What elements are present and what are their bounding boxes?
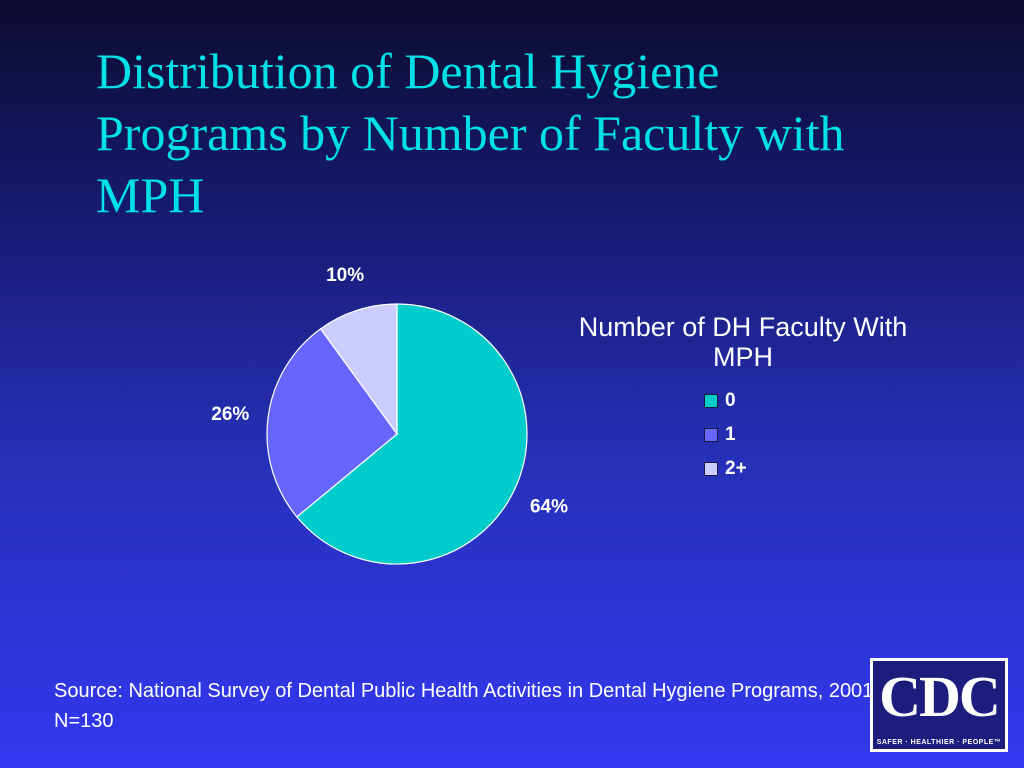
legend-items: 0 1 2+ <box>704 384 926 486</box>
pie-slice-0 <box>295 303 528 565</box>
pie-slice-1 <box>266 327 398 518</box>
slide-title: Distribution of Dental Hygiene Programs … <box>96 43 845 223</box>
legend-swatch <box>704 394 718 408</box>
chart-legend: Number of DH Faculty With MPH 0 1 2+ <box>560 312 926 486</box>
slice-label-0: 64% <box>530 497 568 518</box>
legend-swatch <box>704 428 718 442</box>
pie-slice-2plus <box>319 303 398 436</box>
slice-label-1: 26% <box>211 404 249 425</box>
cdc-logo-tagline: SAFER · HEALTHIER · PEOPLE™ <box>876 739 1002 746</box>
legend-swatch <box>704 462 718 476</box>
legend-label: 1 <box>725 424 736 445</box>
legend-item: 1 <box>704 418 926 452</box>
legend-title: Number of DH Faculty With MPH <box>578 312 908 372</box>
slice-label-2plus: 10% <box>326 265 364 286</box>
legend-label: 0 <box>725 390 736 411</box>
cdc-logo-panel: CDC SAFER · HEALTHIER · PEOPLE™ <box>873 661 1005 749</box>
legend-label: 2+ <box>725 458 747 479</box>
source-note: Source: National Survey of Dental Public… <box>54 680 879 732</box>
cdc-logo: CDC SAFER · HEALTHIER · PEOPLE™ <box>870 658 1008 752</box>
cdc-logo-wordmark: CDC <box>879 664 1001 729</box>
legend-item: 0 <box>704 384 926 418</box>
legend-item: 2+ <box>704 452 926 486</box>
